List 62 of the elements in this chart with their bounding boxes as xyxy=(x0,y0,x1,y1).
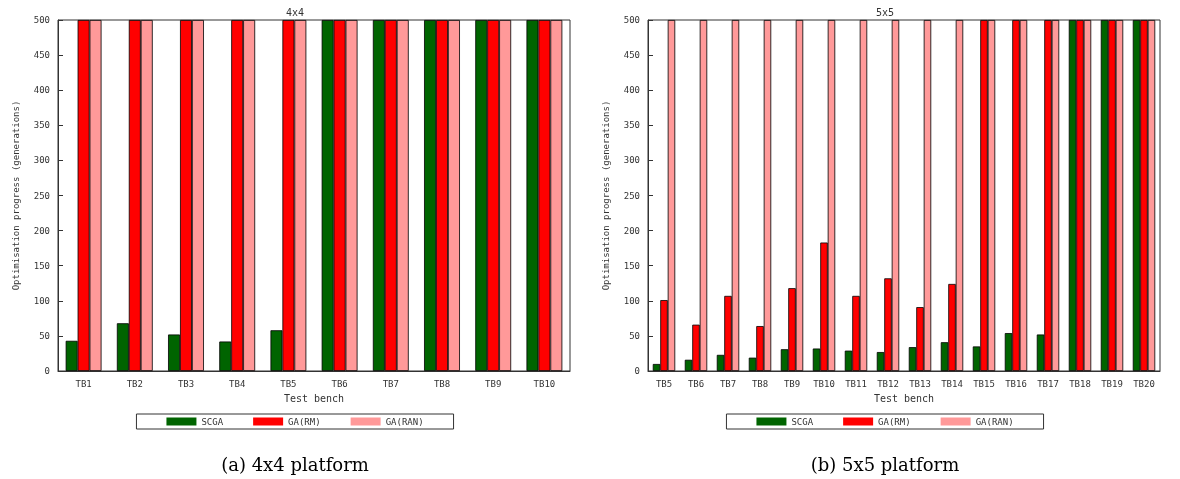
y-tick-label: 150 xyxy=(33,260,50,271)
x-tick-label: TB5 xyxy=(655,378,673,389)
y-tick-label: 350 xyxy=(33,120,50,131)
y-tick-label: 150 xyxy=(623,260,640,271)
x-tick-label: TB9 xyxy=(783,378,801,389)
y-tick-label: 300 xyxy=(623,155,640,166)
x-tick-label: TB9 xyxy=(485,378,502,389)
x-tick-label: TB18 xyxy=(1069,378,1091,389)
y-tick-label: 500 xyxy=(33,15,50,25)
y-tick-label: 450 xyxy=(33,50,50,61)
x-tick-label: TB19 xyxy=(1101,378,1123,389)
x-tick-label: TB6 xyxy=(331,378,348,389)
x-tick-label: TB15 xyxy=(973,378,995,389)
y-tick-label: 450 xyxy=(623,50,640,61)
y-tick-label: 100 xyxy=(623,295,640,306)
legend-label: SCGA xyxy=(791,416,814,427)
x-tick-label: TB4 xyxy=(229,378,246,389)
x-tick-label: TB11 xyxy=(845,378,867,389)
legend-label: GA(RAN) xyxy=(975,416,1014,427)
x-tick-label: TB10 xyxy=(533,378,556,389)
x-tick-label: TB7 xyxy=(382,378,399,389)
y-tick-label: 100 xyxy=(33,295,50,306)
y-tick-label: 200 xyxy=(33,225,50,236)
legend-label: GA(RM) xyxy=(288,416,321,427)
y-tick-label: 250 xyxy=(33,190,50,201)
y-tick-label: 500 xyxy=(623,15,640,25)
x-tick-label: TB13 xyxy=(909,378,931,389)
x-tick-label: TB10 xyxy=(813,378,835,389)
x-tick-label: TB20 xyxy=(1133,378,1155,389)
y-axis-title: Optimisation progress (generations) xyxy=(10,100,21,291)
x-tick-label: TB7 xyxy=(719,378,737,389)
x-tick-label: TB17 xyxy=(1037,378,1059,389)
chart-title: 5x5 xyxy=(875,6,895,18)
x-tick-label: TB16 xyxy=(1005,378,1027,389)
legend-label: SCGA xyxy=(201,416,224,427)
x-axis-title: Test bench xyxy=(283,392,345,404)
text: (a) 4x4 platform xyxy=(221,453,369,475)
x-tick-label: TB6 xyxy=(687,378,705,389)
x-tick-label: TB8 xyxy=(751,378,769,389)
x-tick-label: TB12 xyxy=(877,378,899,389)
y-tick-label: 50 xyxy=(39,330,50,341)
y-tick-label: 300 xyxy=(33,155,50,166)
y-axis-title: Optimisation progress (generations) xyxy=(600,100,611,291)
y-tick-label: 350 xyxy=(623,120,640,131)
x-tick-label: TB14 xyxy=(941,378,963,389)
x-tick-label: TB1 xyxy=(75,378,92,389)
text: (b) 5x5 platform xyxy=(810,453,960,475)
y-tick-label: 200 xyxy=(623,225,640,236)
y-tick-label: 50 xyxy=(629,330,640,341)
x-tick-label: TB8 xyxy=(433,378,451,389)
y-tick-label: 0 xyxy=(44,366,50,376)
legend-label: GA(RM) xyxy=(878,416,911,427)
x-axis-title: Test bench xyxy=(873,392,935,404)
x-tick-label: TB3 xyxy=(177,378,195,389)
x-tick-label: TB2 xyxy=(126,378,143,389)
y-tick-label: 250 xyxy=(623,190,640,201)
x-tick-label: TB5 xyxy=(280,378,297,389)
chart-title: 4x4 xyxy=(285,6,305,18)
legend-label: GA(RAN) xyxy=(385,416,424,427)
y-tick-label: 0 xyxy=(634,366,640,376)
y-tick-label: 400 xyxy=(623,85,640,96)
y-tick-label: 400 xyxy=(33,85,50,96)
